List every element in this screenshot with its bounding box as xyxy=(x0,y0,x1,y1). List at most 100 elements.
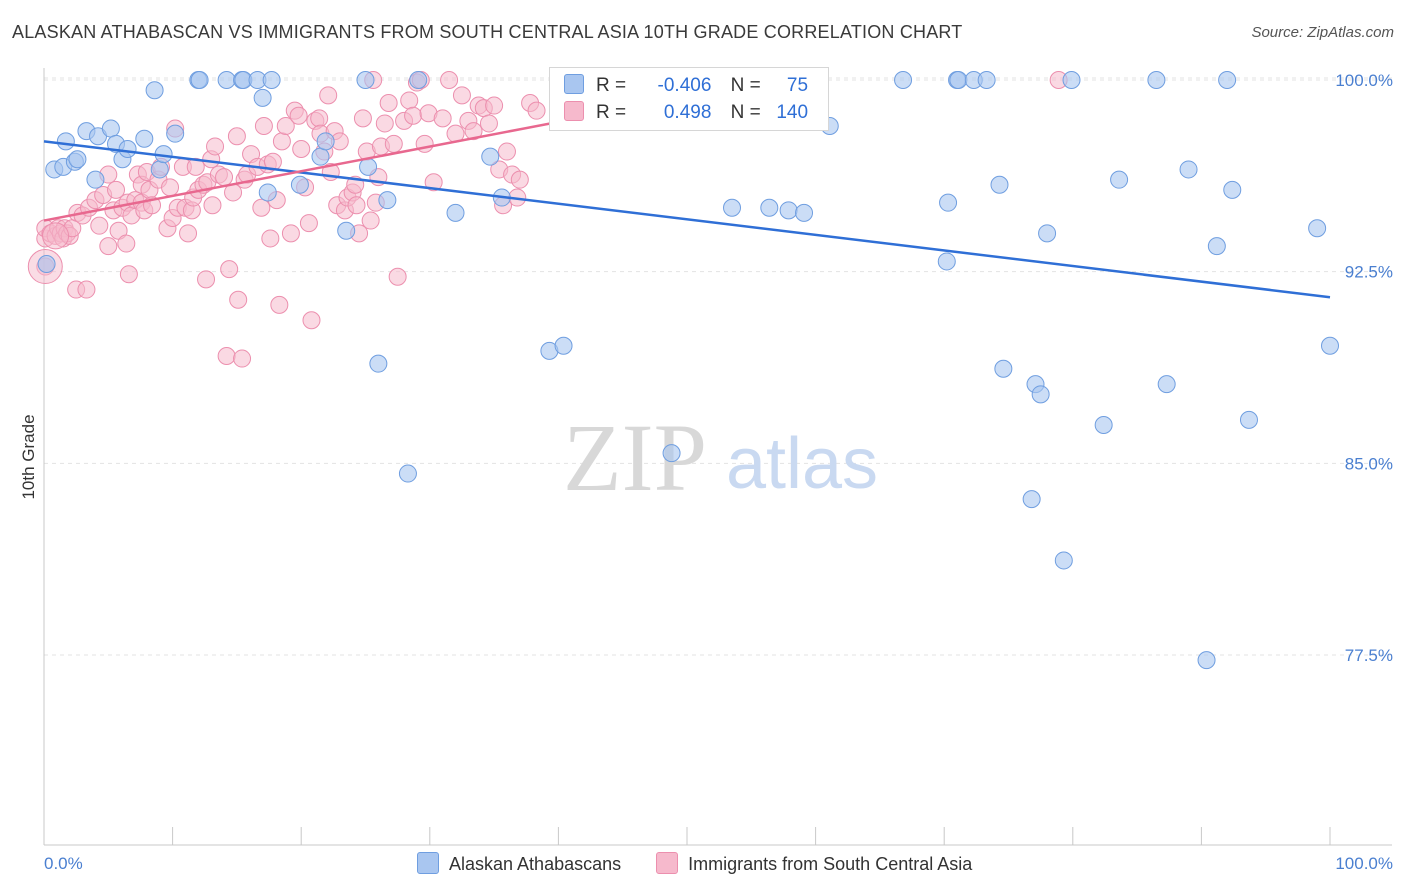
legend: Alaskan Athabascans Immigrants from Sout… xyxy=(417,852,1002,875)
data-point-immigrants xyxy=(452,86,471,105)
data-point-immigrants xyxy=(227,127,246,146)
x-tick-label: 0.0% xyxy=(44,854,83,873)
stats-n-label: N = xyxy=(730,102,761,123)
data-point-athabascans xyxy=(937,252,956,271)
data-point-athabascans xyxy=(135,129,154,148)
data-point-immigrants xyxy=(379,94,398,112)
legend-label-athabascans: Alaskan Athabascans xyxy=(449,854,622,874)
data-point-athabascans xyxy=(662,444,681,463)
data-point-immigrants xyxy=(119,265,138,284)
data-point-immigrants xyxy=(276,117,295,135)
data-point-athabascans xyxy=(262,71,281,89)
data-point-immigrants xyxy=(197,270,216,289)
y-tick-label: 92.5% xyxy=(1345,263,1393,282)
data-point-athabascans xyxy=(1218,71,1237,89)
data-point-immigrants xyxy=(497,142,516,161)
data-point-athabascans xyxy=(1197,651,1216,670)
data-point-athabascans xyxy=(1031,385,1050,404)
stats-r-label: R = xyxy=(596,102,627,123)
data-point-immigrants xyxy=(388,267,407,286)
data-point-athabascans xyxy=(166,124,185,143)
data-point-athabascans xyxy=(150,160,169,179)
data-point-athabascans xyxy=(1223,180,1242,199)
data-point-athabascans xyxy=(217,71,236,89)
data-point-immigrants xyxy=(77,280,96,299)
data-point-athabascans xyxy=(1147,71,1166,89)
watermark-zip: ZIP xyxy=(563,404,707,511)
data-point-immigrants xyxy=(302,311,321,330)
data-point-athabascans xyxy=(1207,237,1226,256)
data-point-athabascans xyxy=(145,81,164,100)
legend-item-immigrants[interactable]: Immigrants from South Central Asia xyxy=(656,852,972,875)
data-point-immigrants xyxy=(375,114,394,133)
data-point-immigrants xyxy=(510,170,529,189)
legend-label-immigrants: Immigrants from South Central Asia xyxy=(688,854,973,874)
data-point-athabascans xyxy=(378,191,397,210)
data-point-athabascans xyxy=(409,71,428,89)
data-point-immigrants xyxy=(424,173,443,192)
data-point-immigrants xyxy=(203,196,222,215)
data-point-athabascans xyxy=(253,88,272,107)
data-point-athabascans xyxy=(1094,416,1113,434)
data-point-immigrants xyxy=(179,224,198,243)
data-point-athabascans xyxy=(1054,551,1073,570)
stats-swatch-pink xyxy=(564,101,584,121)
stats-box: R = -0.406 N = 75 R = 0.498 N = 140 xyxy=(549,67,829,131)
data-point-athabascans xyxy=(977,71,996,89)
data-point-athabascans xyxy=(1110,170,1129,189)
data-point-immigrants xyxy=(233,349,252,368)
data-point-athabascans xyxy=(398,464,417,483)
series-alaskan-athabascans xyxy=(37,71,1339,670)
data-point-immigrants xyxy=(384,134,403,153)
legend-swatch-pink xyxy=(656,852,679,874)
stats-r-value: 0.498 xyxy=(663,102,712,123)
data-point-athabascans xyxy=(1239,410,1258,429)
data-point-immigrants-large xyxy=(42,222,70,250)
data-point-athabascans xyxy=(359,157,378,176)
data-point-immigrants xyxy=(161,178,180,197)
data-point-immigrants xyxy=(272,132,291,151)
data-point-immigrants xyxy=(117,234,136,253)
data-point-athabascans xyxy=(939,193,958,212)
y-axis-label: 10th Grade xyxy=(19,414,38,499)
stats-n-label: N = xyxy=(730,75,761,96)
data-point-athabascans xyxy=(994,359,1013,378)
trend-line-athabascans xyxy=(43,140,1331,299)
data-point-immigrants xyxy=(99,237,118,256)
data-point-athabascans xyxy=(795,203,814,222)
data-point-immigrants xyxy=(319,86,338,105)
data-point-athabascans xyxy=(101,119,120,138)
data-point-athabascans xyxy=(118,140,137,158)
y-tick-label: 77.5% xyxy=(1345,646,1393,665)
data-point-immigrants xyxy=(281,224,300,243)
data-point-immigrants xyxy=(270,295,289,314)
data-point-athabascans xyxy=(369,354,388,373)
legend-item-athabascans[interactable]: Alaskan Athabascans xyxy=(417,852,621,875)
data-point-athabascans xyxy=(356,71,375,89)
data-point-immigrants xyxy=(206,137,225,156)
data-point-athabascans xyxy=(311,147,330,166)
data-point-athabascans xyxy=(446,203,465,222)
data-point-athabascans xyxy=(1062,71,1081,89)
data-point-immigrants xyxy=(252,198,271,217)
data-point-athabascans xyxy=(1038,224,1057,243)
data-point-athabascans xyxy=(1179,160,1198,179)
stats-r-value: -0.406 xyxy=(657,75,712,96)
source-label: Source: ZipAtlas.com xyxy=(1251,24,1394,41)
data-point-athabascans xyxy=(258,183,277,202)
data-point-immigrants xyxy=(261,229,280,248)
data-point-immigrants xyxy=(479,114,498,133)
data-point-athabascans xyxy=(894,71,913,89)
data-point-immigrants xyxy=(217,347,236,365)
tick-labels: 77.5% 85.0% 92.5% 100.0% 0.0% 100.0% xyxy=(44,71,1393,873)
legend-swatch-blue xyxy=(417,852,439,874)
data-point-athabascans xyxy=(1022,490,1041,509)
data-point-athabascans xyxy=(554,336,573,355)
data-point-athabascans xyxy=(760,198,779,217)
stats-swatch-blue xyxy=(564,74,584,94)
data-point-immigrants xyxy=(353,109,372,128)
y-tick-label: 85.0% xyxy=(1345,454,1393,473)
data-point-immigrants xyxy=(186,157,205,176)
data-point-immigrants xyxy=(107,180,126,199)
